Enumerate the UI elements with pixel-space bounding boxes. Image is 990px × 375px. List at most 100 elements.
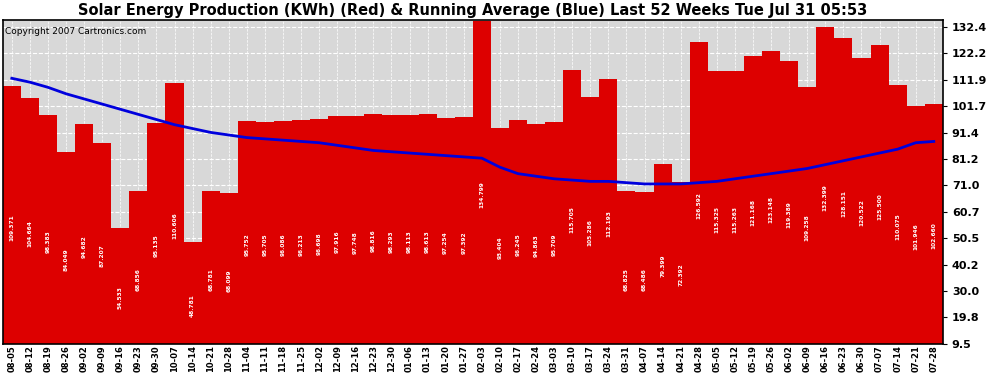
Text: 123.148: 123.148: [768, 196, 773, 223]
Text: 98.613: 98.613: [425, 230, 430, 252]
Text: 110.606: 110.606: [172, 212, 177, 239]
Bar: [75, 124, 93, 368]
Text: 119.389: 119.389: [787, 201, 792, 228]
Bar: [653, 164, 671, 368]
Text: 126.592: 126.592: [696, 192, 701, 219]
Bar: [220, 193, 238, 368]
Text: 54.533: 54.533: [118, 286, 123, 309]
Bar: [708, 71, 726, 368]
Text: 121.168: 121.168: [750, 199, 755, 226]
Bar: [817, 27, 835, 368]
Bar: [419, 114, 437, 368]
Text: 68.856: 68.856: [136, 268, 141, 291]
Bar: [39, 115, 57, 368]
Bar: [3, 86, 21, 368]
Text: 120.522: 120.522: [859, 200, 864, 226]
Bar: [743, 56, 762, 368]
Bar: [762, 51, 780, 368]
Text: 87.207: 87.207: [100, 244, 105, 267]
Bar: [382, 115, 401, 368]
Text: 97.916: 97.916: [335, 231, 340, 254]
Bar: [130, 191, 148, 368]
Text: 96.213: 96.213: [299, 233, 304, 256]
Text: 95.705: 95.705: [262, 234, 267, 256]
Bar: [907, 105, 925, 368]
Text: 112.193: 112.193: [606, 210, 611, 237]
Bar: [346, 116, 364, 368]
Text: 84.049: 84.049: [63, 249, 68, 271]
Text: 96.245: 96.245: [516, 233, 521, 256]
Bar: [93, 144, 111, 368]
Bar: [328, 116, 346, 368]
Bar: [527, 124, 545, 368]
Bar: [21, 99, 39, 368]
Bar: [183, 243, 202, 368]
Bar: [852, 58, 870, 368]
Bar: [310, 119, 328, 368]
Bar: [671, 182, 690, 368]
Text: 93.404: 93.404: [497, 237, 502, 259]
Text: 97.748: 97.748: [352, 231, 357, 254]
Bar: [925, 104, 942, 368]
Text: 95.709: 95.709: [551, 234, 556, 256]
Text: 104.664: 104.664: [28, 220, 33, 247]
Text: 95.135: 95.135: [153, 234, 159, 257]
Text: 115.263: 115.263: [733, 206, 738, 233]
Bar: [165, 83, 183, 368]
Text: 48.781: 48.781: [190, 294, 195, 317]
Text: 68.825: 68.825: [624, 268, 629, 291]
Text: 96.086: 96.086: [280, 233, 285, 256]
Bar: [618, 191, 636, 368]
Title: Solar Energy Production (KWh) (Red) & Running Average (Blue) Last 52 Weeks Tue J: Solar Energy Production (KWh) (Red) & Ru…: [78, 3, 867, 18]
Text: 132.399: 132.399: [823, 184, 828, 211]
Bar: [870, 45, 889, 368]
Bar: [148, 123, 165, 368]
Bar: [509, 120, 527, 368]
Bar: [726, 71, 743, 368]
Bar: [835, 38, 852, 368]
Text: Copyright 2007 Cartronics.com: Copyright 2007 Cartronics.com: [5, 27, 146, 36]
Bar: [364, 114, 382, 368]
Text: 98.816: 98.816: [371, 230, 376, 252]
Bar: [889, 84, 907, 368]
Text: 110.075: 110.075: [895, 213, 900, 240]
Text: 134.799: 134.799: [479, 181, 484, 208]
Text: 72.392: 72.392: [678, 264, 683, 286]
Text: 68.099: 68.099: [227, 269, 232, 292]
Bar: [111, 228, 130, 368]
Text: 96.698: 96.698: [317, 232, 322, 255]
Bar: [581, 97, 599, 368]
Text: 128.151: 128.151: [841, 190, 845, 217]
Bar: [238, 122, 255, 368]
Text: 98.113: 98.113: [407, 230, 412, 253]
Text: 68.781: 68.781: [208, 268, 213, 291]
Bar: [780, 60, 798, 368]
Bar: [274, 121, 292, 368]
Bar: [454, 117, 473, 368]
Bar: [491, 128, 509, 368]
Bar: [545, 122, 563, 368]
Text: 97.392: 97.392: [461, 231, 466, 254]
Bar: [798, 87, 817, 368]
Bar: [202, 191, 220, 368]
Text: 115.325: 115.325: [715, 206, 720, 233]
Bar: [401, 116, 419, 368]
Text: 125.500: 125.500: [877, 193, 882, 220]
Bar: [255, 122, 274, 368]
Text: 98.383: 98.383: [46, 230, 50, 253]
Bar: [437, 118, 454, 368]
Text: 94.682: 94.682: [81, 235, 87, 258]
Bar: [292, 120, 310, 368]
Bar: [599, 79, 618, 368]
Text: 97.254: 97.254: [444, 231, 448, 254]
Bar: [636, 192, 653, 368]
Text: 109.258: 109.258: [805, 214, 810, 241]
Text: 68.486: 68.486: [643, 268, 647, 291]
Bar: [473, 21, 491, 368]
Text: 101.946: 101.946: [913, 224, 918, 250]
Text: 105.286: 105.286: [588, 219, 593, 246]
Text: 98.293: 98.293: [389, 230, 394, 253]
Bar: [57, 152, 75, 368]
Text: 109.371: 109.371: [9, 214, 14, 241]
Text: 94.863: 94.863: [534, 235, 539, 257]
